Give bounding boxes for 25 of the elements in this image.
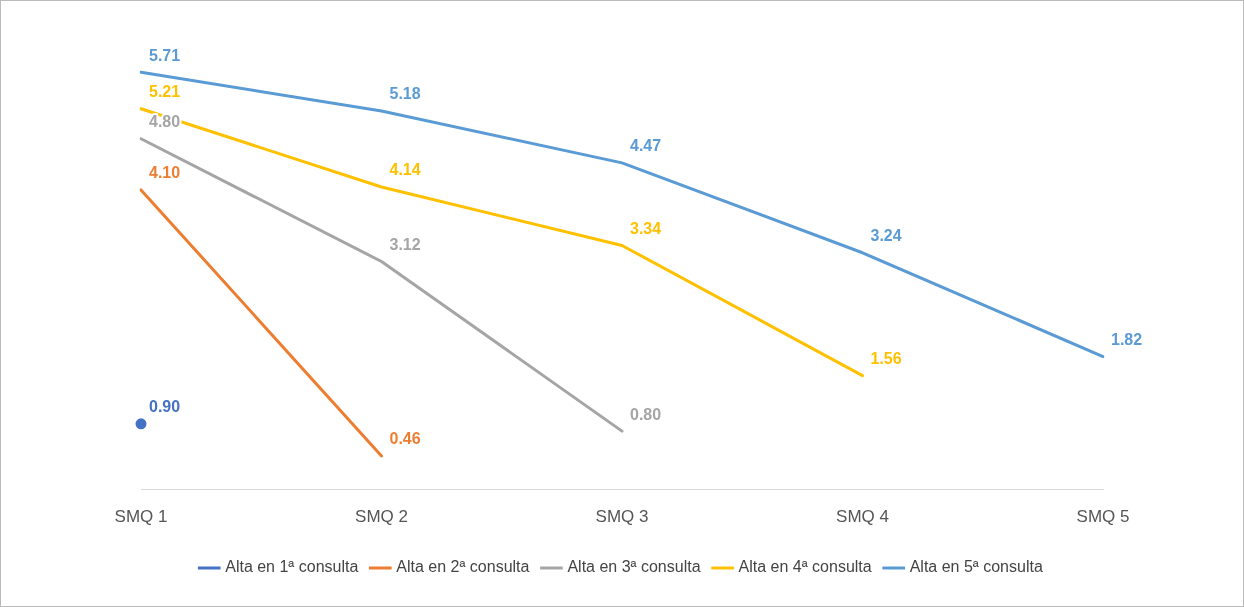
data-label: 4.10: [149, 164, 181, 182]
x-tick-label: SMQ 2: [355, 507, 408, 527]
x-tick-label: SMQ 3: [595, 507, 649, 527]
legend-label: Alta en 4ª consulta: [738, 558, 872, 576]
data-label: 0.46: [389, 430, 421, 448]
data-label: 3.12: [389, 235, 421, 253]
x-tick-label: SMQ 4: [836, 507, 889, 527]
data-label: 1.82: [1111, 330, 1143, 348]
data-label: 4.47: [630, 137, 662, 155]
data-label: 4.14: [389, 161, 421, 179]
data-label: 3.24: [870, 227, 902, 245]
data-label: 0.80: [630, 405, 662, 423]
legend-label: Alta en 5ª consulta: [909, 558, 1043, 576]
data-label: 5.18: [389, 85, 421, 103]
data-label: 0.90: [149, 398, 181, 416]
legend-label: Alta en 1ª consulta: [225, 558, 359, 576]
data-label: 3.34: [630, 219, 662, 237]
legend-label: Alta en 2ª consulta: [396, 558, 530, 576]
data-label: 4.80: [149, 113, 181, 131]
data-label: 5.21: [149, 83, 181, 101]
x-tick-label: SMQ 1: [114, 507, 168, 527]
x-tick-label: SMQ 5: [1076, 507, 1130, 527]
legend-label: Alta en 3ª consulta: [567, 558, 701, 576]
data-label: 5.71: [149, 46, 181, 64]
data-label: 1.56: [870, 349, 902, 367]
